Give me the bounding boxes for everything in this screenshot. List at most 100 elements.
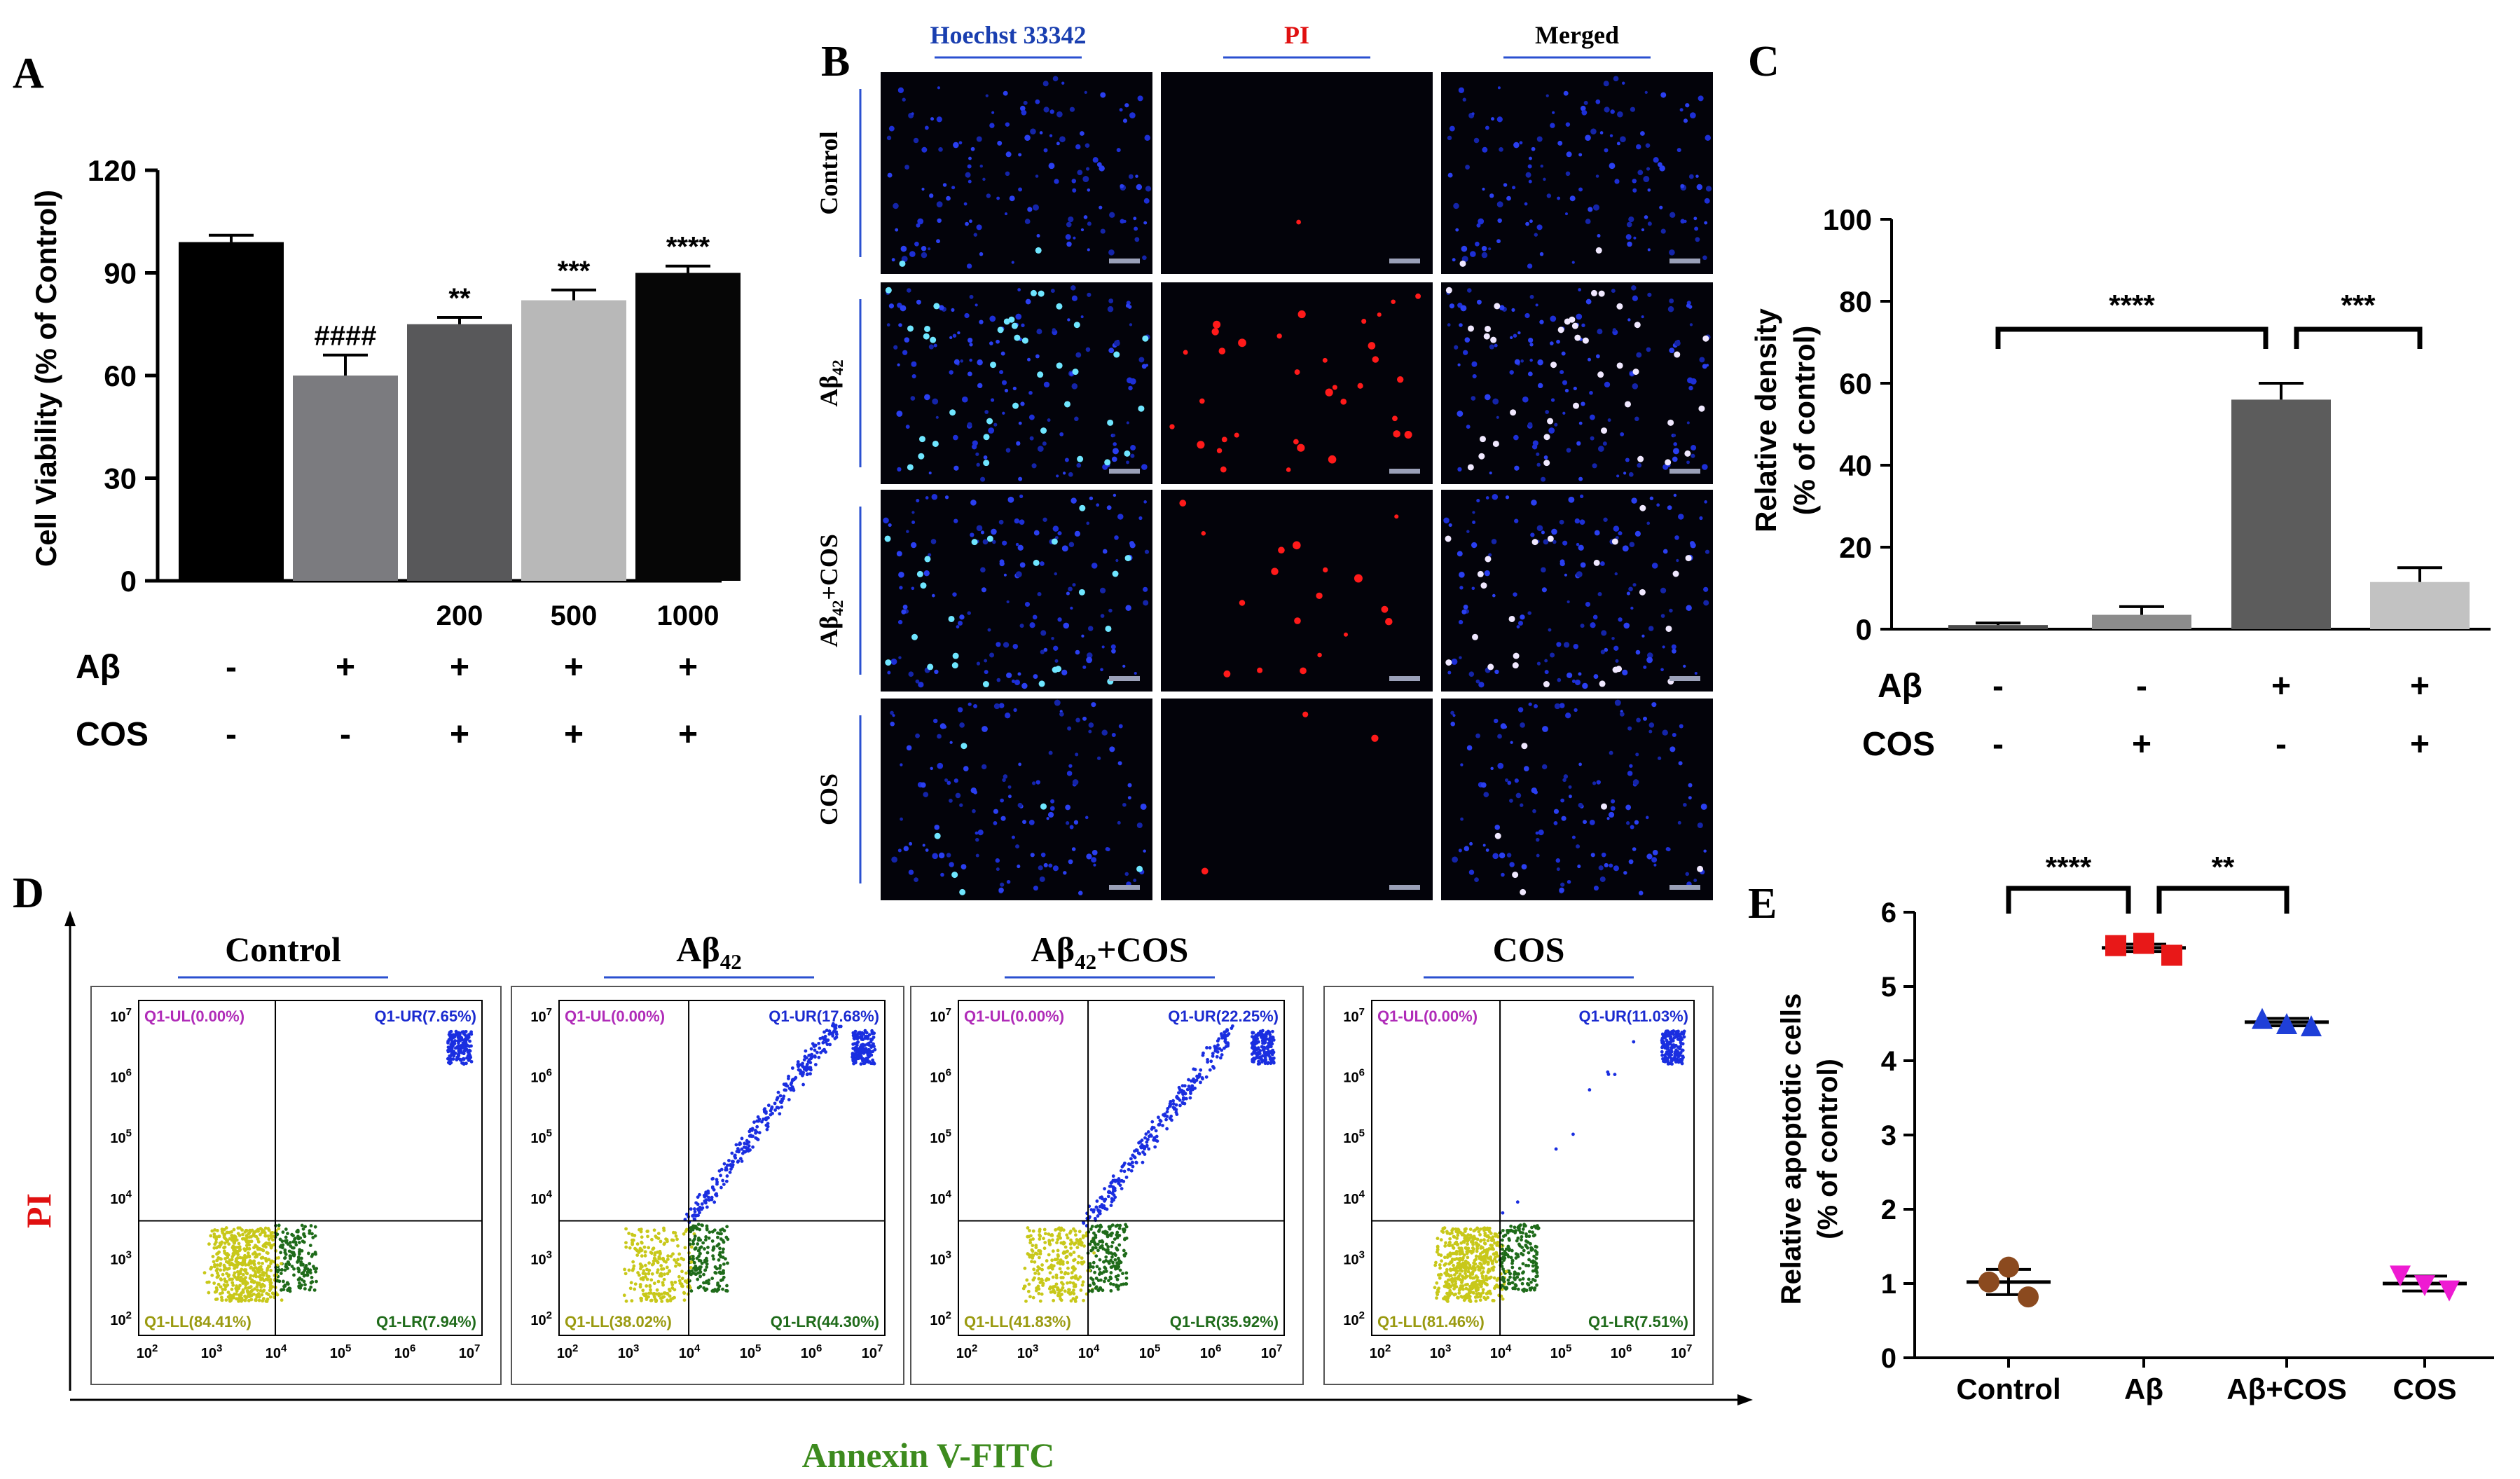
panel-b-nucleus xyxy=(1647,248,1651,252)
flow-plot-event xyxy=(236,1249,240,1253)
flow-plot-xtick-exp: 4 xyxy=(281,1342,287,1354)
panel-b-nucleus xyxy=(1697,822,1703,829)
flow-plot-event xyxy=(817,1055,821,1059)
flow-plot-event xyxy=(250,1228,254,1232)
panel-b-nucleus xyxy=(1056,111,1063,118)
flow-plot-event xyxy=(641,1272,645,1275)
panel-b-nucleus xyxy=(1653,157,1659,163)
flow-plot-event xyxy=(1442,1297,1445,1300)
flow-plot-event xyxy=(309,1281,313,1284)
flow-plot-event xyxy=(1447,1294,1451,1298)
panel-b-bright-nucleus xyxy=(1478,453,1485,460)
flow-plot-event xyxy=(214,1269,219,1272)
flow-plot-event xyxy=(252,1246,256,1250)
flow-plot-event xyxy=(671,1230,675,1234)
flow-plot-event xyxy=(656,1237,661,1241)
flow-plot-xtick-label: 103 xyxy=(1017,1342,1039,1361)
flow-plot-event xyxy=(1267,1041,1271,1045)
flow-plot-event xyxy=(308,1268,312,1272)
panel-b-nucleus xyxy=(1038,865,1043,871)
flow-plot-event xyxy=(1102,1279,1106,1284)
panel-b-nucleus xyxy=(1066,241,1072,247)
panel-b-nucleus xyxy=(1611,799,1616,804)
panel-b-bright-nucleus xyxy=(1550,362,1557,369)
panel-b-nucleus xyxy=(1529,294,1534,299)
flow-plot-event xyxy=(757,1119,761,1123)
panel-b-nucleus xyxy=(1618,617,1623,622)
panel-b-nucleus xyxy=(1576,441,1581,446)
panel-b-nucleus xyxy=(1530,532,1535,537)
chart-a-row-value: + xyxy=(336,649,355,686)
flow-plot-event xyxy=(1440,1229,1444,1233)
panel-b-bright-nucleus xyxy=(971,539,978,546)
flow-plot-event xyxy=(707,1278,711,1282)
flow-plot-event xyxy=(1058,1267,1062,1271)
flow-plot-event xyxy=(1051,1249,1055,1253)
flow-plot-event xyxy=(1466,1242,1469,1246)
flow-plot-event xyxy=(1503,1251,1508,1256)
flow-plot-ytick-base: 10 xyxy=(930,1192,945,1207)
flow-plot-xtick-base: 10 xyxy=(1261,1346,1276,1361)
flow-plot-event xyxy=(283,1248,287,1252)
flow-plot-event xyxy=(1481,1291,1485,1295)
flow-plot-event xyxy=(1588,1088,1592,1092)
panel-b-nucleus xyxy=(1047,811,1054,818)
panel-b-nucleus xyxy=(1458,619,1464,625)
flow-plot-event xyxy=(1175,1113,1179,1116)
panel-b-nucleus xyxy=(1585,601,1591,607)
flow-plot-event xyxy=(631,1232,634,1237)
chart-c-row-value: - xyxy=(2275,726,2287,763)
panel-b-nucleus xyxy=(999,560,1005,567)
flow-plot-event xyxy=(261,1244,266,1248)
panel-b-bright-nucleus xyxy=(1136,865,1143,872)
panel-b-nucleus xyxy=(1503,724,1508,729)
panel-b-row-label: Aβ42+COS xyxy=(815,534,846,647)
flow-plot-event xyxy=(1268,1033,1272,1037)
flow-plot-event xyxy=(711,1246,715,1250)
flow-plot-event xyxy=(212,1232,216,1236)
flow-plot-ytick-label: 105 xyxy=(530,1127,552,1146)
panel-b-nucleus xyxy=(1578,544,1584,551)
panel-b-nucleus xyxy=(1497,762,1504,769)
panel-b-nucleus xyxy=(1660,228,1666,234)
panel-b-nucleus xyxy=(1021,109,1027,116)
flow-plot-xtick-exp: 7 xyxy=(474,1342,480,1354)
flow-plot-event xyxy=(656,1279,661,1284)
panel-b-nucleus xyxy=(1068,216,1074,223)
panel-b-nucleus xyxy=(933,343,937,348)
flow-plot-event xyxy=(702,1272,705,1277)
flow-plot-ytick-base: 10 xyxy=(530,1313,546,1328)
panel-b-nucleus xyxy=(1651,857,1658,863)
flow-plot-event xyxy=(1153,1139,1157,1142)
flow-plot-event xyxy=(1520,1238,1523,1242)
panel-b-nucleus xyxy=(1669,608,1673,613)
chart-a-ytick-label: 30 xyxy=(104,462,137,495)
flow-plot-event xyxy=(716,1235,719,1239)
panel-b-nucleus xyxy=(989,652,995,658)
flow-plot-event xyxy=(1028,1238,1033,1242)
panel-b-nucleus xyxy=(1096,756,1101,760)
flow-plot-event xyxy=(449,1030,453,1033)
flow-plot-event xyxy=(452,1042,456,1046)
panel-b-nucleus xyxy=(1537,383,1543,389)
flow-plot-event xyxy=(677,1274,681,1279)
flow-plot-event xyxy=(1534,1226,1538,1230)
flow-plot-event xyxy=(1506,1278,1510,1282)
panel-b-nucleus xyxy=(1007,794,1012,799)
flow-plot-event xyxy=(1119,1179,1123,1183)
flow-plot-event xyxy=(748,1134,752,1138)
panel-b-pi-cell xyxy=(1234,432,1239,438)
flow-plot-event xyxy=(1448,1288,1452,1293)
panel-b-nucleus xyxy=(898,656,902,659)
panel-b-nucleus xyxy=(1096,162,1102,167)
flow-plot-event xyxy=(268,1278,273,1281)
panel-b-nucleus xyxy=(1515,792,1522,799)
panel-b-nucleus xyxy=(998,703,1005,708)
flow-plot-event xyxy=(1492,1276,1496,1280)
panel-b-nucleus xyxy=(1138,516,1143,521)
panel-b-nucleus xyxy=(1087,292,1092,297)
flow-plot-event xyxy=(1433,1263,1438,1267)
flow-plot-event xyxy=(1103,1267,1108,1270)
panel-b-nucleus xyxy=(1604,862,1609,868)
